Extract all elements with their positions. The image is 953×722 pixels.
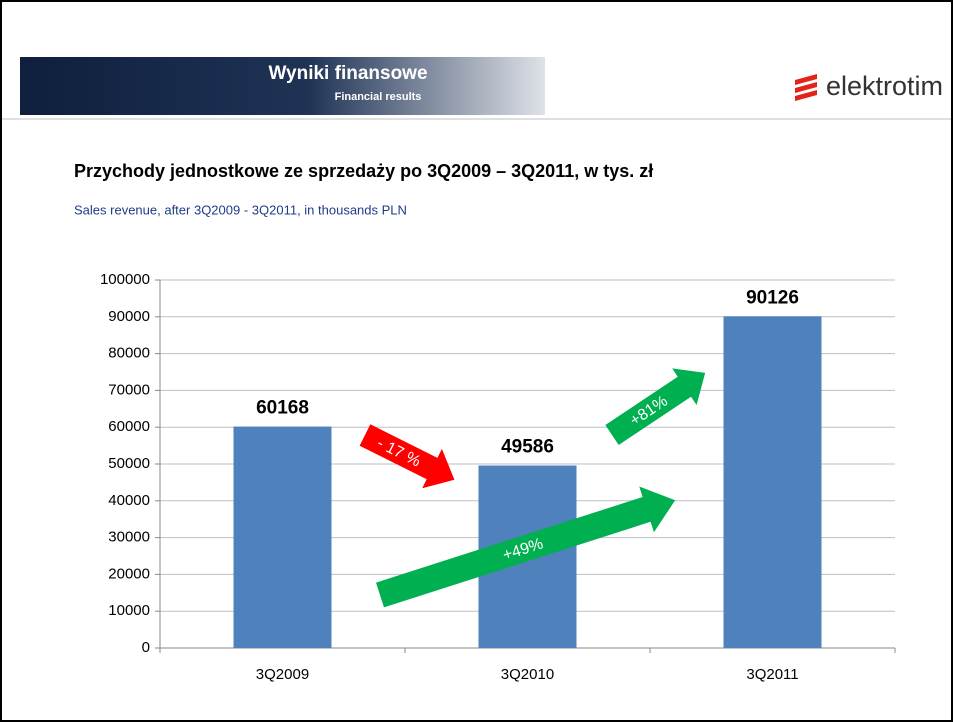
chart-title: Przychody jednostkowe ze sprzedaży po 3Q… xyxy=(74,161,653,181)
header-band xyxy=(20,57,545,115)
y-tick-label: 100000 xyxy=(100,271,150,288)
arrow-up-long: +49% xyxy=(376,486,676,608)
y-tick-label: 40000 xyxy=(108,492,150,509)
bar xyxy=(723,316,822,648)
data-label: 49586 xyxy=(501,437,554,458)
x-tick-label: 3Q2009 xyxy=(256,666,309,683)
y-tick-label: 90000 xyxy=(108,308,150,325)
y-tick-label: 70000 xyxy=(108,381,150,398)
x-tick-label: 3Q2011 xyxy=(746,666,798,683)
y-tick-label: 60000 xyxy=(108,418,150,435)
x-tick-label: 3Q2010 xyxy=(501,666,554,683)
header-subtitle: Financial results xyxy=(335,91,422,103)
data-label: 90126 xyxy=(746,287,799,308)
plot: 0 10000 20000 30000 40000 50000 60000 70000 8000… xyxy=(100,271,896,683)
y-tick-label: 0 xyxy=(142,639,150,656)
annotations: - 17 % +81% +49% xyxy=(359,368,706,608)
bar xyxy=(233,426,332,648)
y-tick-label: 30000 xyxy=(108,529,150,546)
data-label: 60168 xyxy=(256,398,309,419)
logo-icon xyxy=(793,74,819,102)
logo-text: elektrotim xyxy=(826,71,943,101)
chart-subtitle: Sales revenue, after 3Q2009 - 3Q2011, in… xyxy=(74,202,407,217)
header-title: Wyniki finansowe xyxy=(268,63,427,84)
y-tick-label: 80000 xyxy=(108,345,150,362)
y-tick-label: 10000 xyxy=(108,602,150,619)
y-tick-label: 50000 xyxy=(108,455,150,472)
y-tick-label: 20000 xyxy=(108,565,150,582)
